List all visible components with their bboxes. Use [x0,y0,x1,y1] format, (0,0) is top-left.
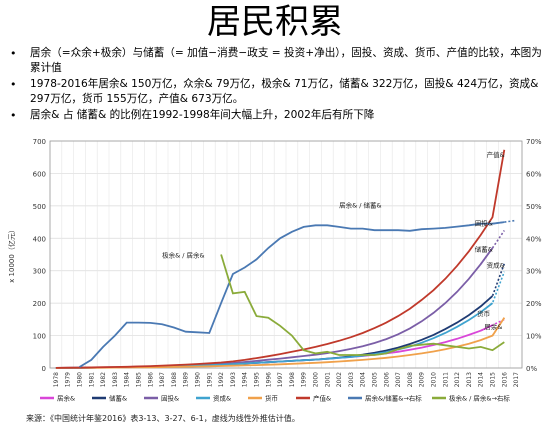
x-tick-label: 2008 [407,372,414,387]
x-tick-label: 1995 [254,372,261,387]
x-tick-label: 2011 [442,372,449,387]
x-tick-label: 2010 [431,372,438,387]
x-tick-label: 1997 [277,372,284,387]
y2-tick-label: 60% [526,170,542,178]
x-tick-label: 2013 [466,372,473,387]
chart-annotation: 货币 [477,309,490,318]
x-tick-label: 2015 [490,372,497,387]
x-tick-label: 2016 [501,372,508,387]
y-axis-label: x 10000（亿元） [7,226,16,283]
series-extrapolation [480,230,505,265]
plot-area [49,140,523,369]
y-tick-label: 700 [33,138,46,146]
y2-tick-label: 70% [526,138,542,146]
x-tick-label: 1994 [242,372,249,387]
chart-annotation: 居余& / 储蓄& [339,200,381,209]
y-tick-label: 200 [33,300,46,308]
x-tick-label: 2002 [336,372,343,387]
line-chart: 0 100 200 300 400 500 600 700 0% 10% 20% 30% 40% 50% 6… [7,138,542,403]
x-tick-label: 1988 [171,372,178,387]
x-tick-label: 1999 [301,372,308,387]
bullet-text: 居余（=众余+极余）与储蓄（= 加值−消费−政支 = 投资+净出），固投、资成、… [30,47,542,74]
series-line [55,149,506,369]
x-tick-label: 2014 [478,372,485,387]
chart-annotation: 资成& [487,260,505,269]
bullet-dot: • [10,109,17,122]
x-tick-label: 2000 [313,372,320,387]
x-tick-label: 1991 [206,372,213,387]
chart-annotation: 储蓄& [475,244,493,253]
x-tick-label: 1989 [183,372,190,387]
x-tick-label: 2003 [348,372,355,387]
x-tick-label: 2017 [513,372,520,387]
y2-tick-label: 50% [526,203,542,211]
x-tick-label: 1996 [265,372,272,387]
x-tick-label: 1985 [136,372,143,387]
x-tick-label: 2006 [383,372,390,387]
source-note: 来源：《中国统计年鉴2016》表3-13、3-27、6-1，虚线为线性外推估计值… [26,414,300,423]
bullet-dot: • [10,47,17,60]
x-tick-label: 2007 [395,372,402,387]
y-tick-label: 0 [42,365,46,373]
x-tick-label: 2001 [324,372,331,387]
y-tick-label: 500 [33,203,46,211]
x-tick-label: 1984 [124,372,131,387]
x-tick-label: 2012 [454,372,461,387]
y2-tick-label: 0% [526,365,537,373]
bullet-item: • 1978-2016年居余& 150万亿，众余& 79万亿，极余& 71万亿，… [8,77,543,107]
legend-label: 居余& [57,394,75,403]
x-tick-label: 2005 [372,372,379,387]
series-extrapolation [480,271,506,313]
legend-label: 资成& [213,394,231,403]
legend-label: 极余& / 居余&→右标 [449,394,510,403]
x-tick-label: 1986 [147,372,154,387]
series-extrapolation [491,317,505,337]
x-tick-label: 1983 [112,372,119,387]
x-tick-label: 2004 [360,372,367,387]
chart-annotation: 固投& [475,218,493,227]
legend-label: 居余&/储蓄&→右标 [365,394,422,403]
y2-tick-label: 20% [526,300,542,308]
legend-label: 储蓄& [109,394,127,403]
series-line [79,221,505,368]
bullet-item: • 居余（=众余+极余）与储蓄（= 加值−消费−政支 = 投资+净出），固投、资… [8,46,543,76]
y2-tick-label: 30% [526,268,542,276]
bullet-dot: • [10,78,17,91]
legend-label: 固投& [161,394,179,403]
chart-annotation: 居余& [484,322,502,331]
bullet-list: • 居余（=众余+极余）与储蓄（= 加值−消费−政支 = 投资+净出），固投、资… [8,46,543,124]
series-extrapolation [480,263,506,308]
x-tick-label: 2009 [419,372,426,387]
chart-annotation: 极余& / 居余& [162,251,204,260]
x-tick-label: 1979 [65,372,72,387]
y2-tick-label: 10% [526,333,542,341]
y-tick-label: 100 [33,333,46,341]
bullet-item: • 居余& 占 储蓄& 的比例在1992-1998年间大幅上升，2002年后有所… [8,108,543,123]
legend-label: 产值& [313,394,331,403]
page-title: 居民积累 [207,2,343,42]
x-tick-label: 1987 [159,372,166,387]
chart-annotation: 产值& [487,150,505,159]
legend-label: 货币 [265,394,278,403]
y-tick-label: 300 [33,268,46,276]
x-tick-label: 1978 [53,372,60,387]
y-tick-label: 600 [33,170,46,178]
y-tick-label: 400 [33,235,46,243]
x-tick-label: 1980 [77,372,84,387]
series-line [220,254,505,356]
x-tick-label: 1998 [289,372,296,387]
x-tick-label: 1982 [100,372,107,387]
bullet-text: 居余& 占 储蓄& 的比例在1992-1998年间大幅上升，2002年后有所下降 [30,109,375,121]
x-tick-label: 1981 [88,372,95,387]
x-tick-label: 1992 [218,372,225,387]
x-tick-label: 1990 [195,372,202,387]
x-tick-label: 1993 [230,372,237,387]
y2-tick-label: 40% [526,235,542,243]
bullet-text: 1978-2016年居余& 150万亿，众余& 79万亿，极余& 71万亿，储蓄… [30,78,539,105]
series-extrapolation [480,318,505,332]
